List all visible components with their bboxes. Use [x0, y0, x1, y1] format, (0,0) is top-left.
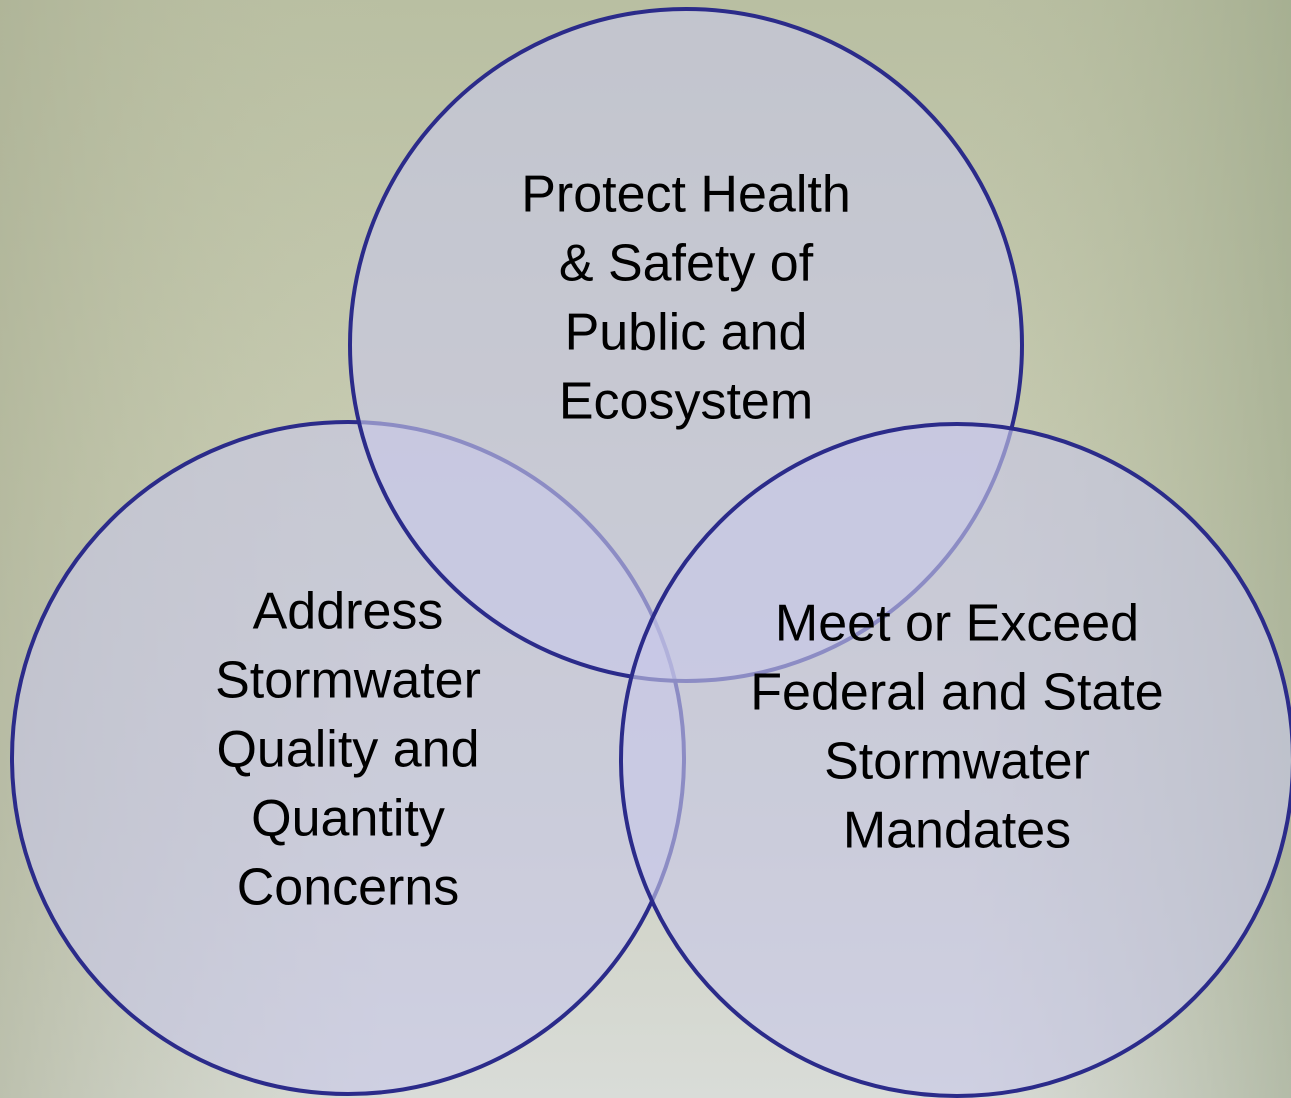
circle-label: Quality and — [216, 721, 479, 779]
circle-label: Ecosystem — [559, 373, 813, 431]
circle-label: Public and — [565, 304, 808, 362]
circle-label: Quantity — [251, 790, 445, 848]
circle-label: Meet or Exceed — [775, 595, 1139, 653]
venn-diagram: Address Stormwater Quality and Quantity Conc… — [0, 0, 1291, 1098]
circle-label: Stormwater — [215, 652, 481, 710]
circle-label: Stormwater — [824, 733, 1090, 791]
circle-label: Concerns — [237, 859, 460, 917]
circle-label: Protect Health — [521, 166, 851, 224]
circle-label: Mandates — [843, 802, 1071, 860]
circle-label: & Safety of — [559, 235, 814, 293]
circle-label: Address — [253, 583, 444, 641]
circle-label: Federal and State — [750, 664, 1163, 722]
